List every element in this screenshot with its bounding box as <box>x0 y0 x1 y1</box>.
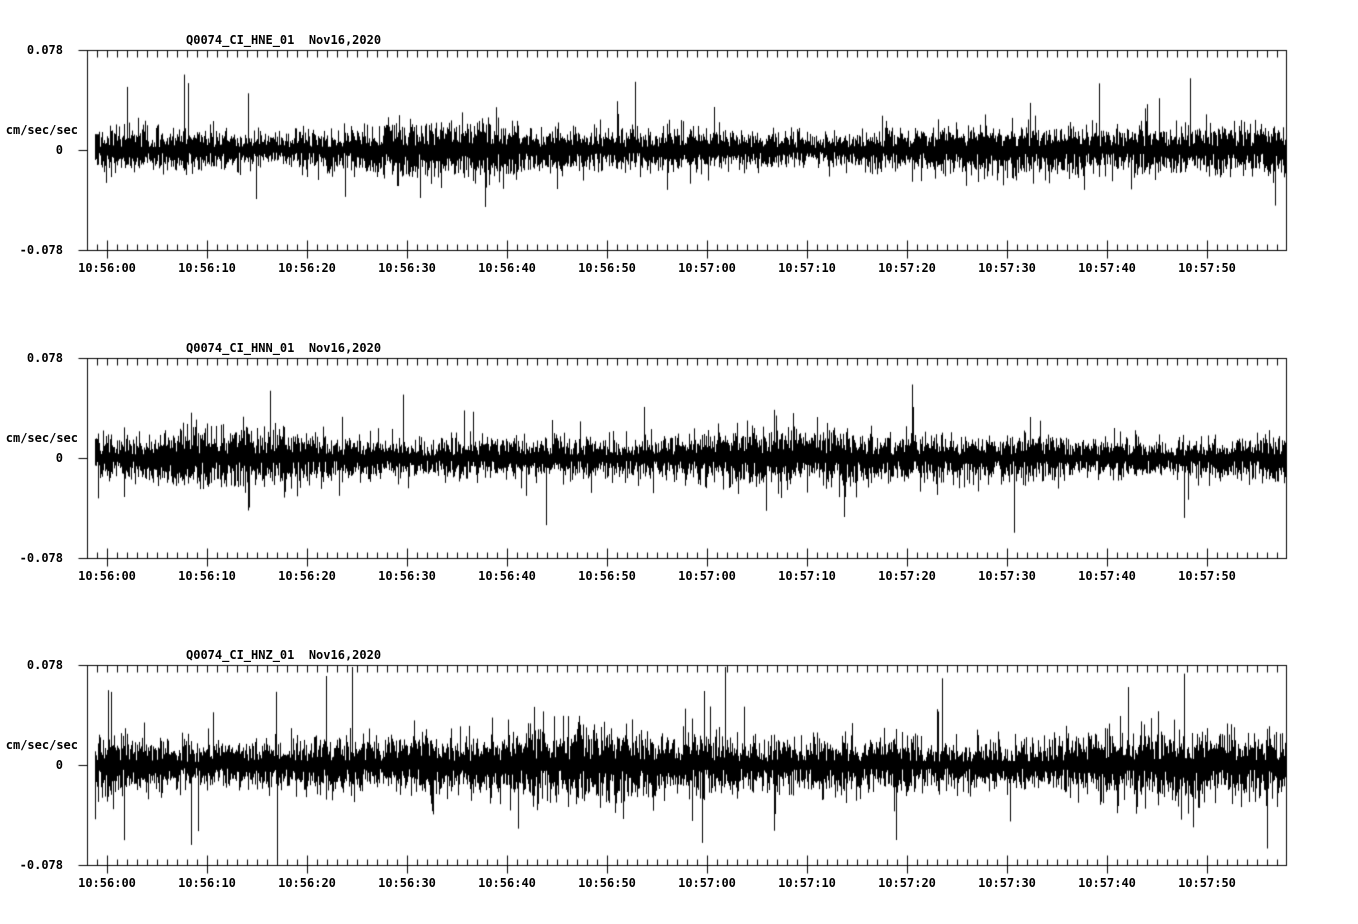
x-tick-label: 10:57:40 <box>1078 876 1136 890</box>
x-tick-label: 10:57:40 <box>1078 261 1136 275</box>
y-axis-unit-label: cm/sec/sec <box>5 431 78 445</box>
x-tick-label: 10:57:30 <box>978 876 1036 890</box>
y-tick-label-zero: 0 <box>55 758 63 772</box>
x-tick-label: 10:57:20 <box>878 569 936 583</box>
y-tick-label-max: 0.078 <box>26 351 63 365</box>
x-tick-label: 10:57:50 <box>1178 261 1236 275</box>
x-tick-label: 10:57:10 <box>778 876 836 890</box>
x-tick-label: 10:56:40 <box>478 261 536 275</box>
y-tick-label-min: -0.078 <box>19 858 63 872</box>
y-axis-unit-label: cm/sec/sec <box>5 738 78 752</box>
x-tick-label: 10:56:20 <box>278 569 336 583</box>
x-tick-label: 10:57:30 <box>978 569 1036 583</box>
x-tick-label: 10:56:10 <box>178 261 236 275</box>
x-tick-label: 10:56:30 <box>378 261 436 275</box>
panel-title: Q0074_CI_HNE_01 Nov16,2020 <box>186 33 382 47</box>
x-tick-label: 10:56:30 <box>378 569 436 583</box>
x-tick-label: 10:56:00 <box>78 261 136 275</box>
x-tick-label: 10:56:10 <box>178 569 236 583</box>
x-tick-label: 10:57:10 <box>778 261 836 275</box>
x-tick-label: 10:56:30 <box>378 876 436 890</box>
y-axis-unit-label: cm/sec/sec <box>5 123 78 137</box>
x-tick-label: 10:57:20 <box>878 876 936 890</box>
x-tick-label: 10:56:00 <box>78 569 136 583</box>
panel-title: Q0074_CI_HNZ_01 Nov16,2020 <box>186 648 382 662</box>
x-tick-label: 10:57:40 <box>1078 569 1136 583</box>
x-tick-label: 10:57:20 <box>878 261 936 275</box>
y-tick-label-min: -0.078 <box>19 551 63 565</box>
x-tick-label: 10:56:50 <box>578 261 636 275</box>
panel-title: Q0074_CI_HNN_01 Nov16,2020 <box>186 341 382 355</box>
x-tick-label: 10:57:30 <box>978 261 1036 275</box>
y-tick-label-zero: 0 <box>55 451 63 465</box>
y-tick-label-max: 0.078 <box>26 43 63 57</box>
x-tick-label: 10:56:40 <box>478 876 536 890</box>
panel-hnz: Q0074_CI_HNZ_01 Nov16,2020 0.078 cm/sec/… <box>0 635 1358 905</box>
x-tick-label: 10:56:50 <box>578 876 636 890</box>
y-tick-label-max: 0.078 <box>26 658 63 672</box>
panel-hne: Q0074_CI_HNE_01 Nov16,2020 0.078 cm/sec/… <box>0 20 1358 290</box>
x-tick-label: 10:56:40 <box>478 569 536 583</box>
x-tick-label: 10:57:50 <box>1178 876 1236 890</box>
x-tick-label: 10:56:50 <box>578 569 636 583</box>
x-tick-label: 10:56:00 <box>78 876 136 890</box>
x-tick-label: 10:57:50 <box>1178 569 1236 583</box>
x-tick-label: 10:56:20 <box>278 876 336 890</box>
x-tick-label: 10:56:10 <box>178 876 236 890</box>
y-tick-label-zero: 0 <box>55 143 63 157</box>
x-tick-label: 10:57:00 <box>678 876 736 890</box>
x-tick-label: 10:57:00 <box>678 569 736 583</box>
panel-hnn: Q0074_CI_HNN_01 Nov16,2020 0.078 cm/sec/… <box>0 328 1358 598</box>
x-tick-label: 10:57:00 <box>678 261 736 275</box>
y-tick-label-min: -0.078 <box>19 243 63 257</box>
x-tick-label: 10:57:10 <box>778 569 836 583</box>
x-tick-label: 10:56:20 <box>278 261 336 275</box>
